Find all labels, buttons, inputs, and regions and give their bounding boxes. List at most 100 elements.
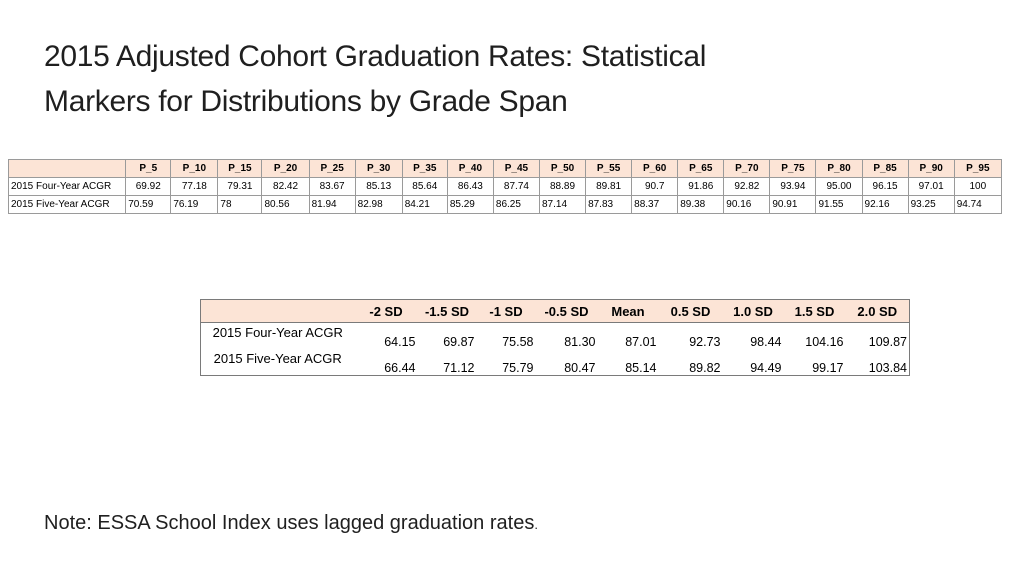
percentile-cell: 90.91 (769, 195, 817, 214)
sd-cell: 69.87 (443, 335, 475, 349)
percentile-header-cell: P_25 (308, 159, 356, 178)
sd-cell: 71.12 (417, 349, 477, 376)
percentile-header-cell: P_35 (401, 159, 448, 178)
slide-title: 2015 Adjusted Cohort Graduation Rates: S… (44, 34, 944, 124)
percentile-cell: 95.00 (815, 177, 863, 196)
percentile-header-cell: P_40 (446, 159, 494, 178)
percentile-cell: 87.14 (538, 195, 587, 214)
percentile-cell: 69.92 (125, 177, 172, 196)
percentile-header-cell: P_60 (631, 159, 679, 178)
percentile-header-cell: P_10 (170, 159, 219, 178)
percentile-cell: 85.64 (401, 177, 448, 196)
sd-table: -2 SD -1.5 SD -1 SD -0.5 SD Mean 0.5 SD … (200, 299, 910, 376)
sd-header-cell: 0.5 SD (658, 299, 723, 323)
row-label: 2015 Four-Year ACGR (7, 177, 127, 196)
percentile-cell: 90.7 (631, 177, 679, 196)
sd-cell: 81.30 (564, 335, 596, 349)
sd-header-row: -2 SD -1.5 SD -1 SD -0.5 SD Mean 0.5 SD … (200, 299, 910, 323)
percentile-header-cell: P_80 (815, 159, 863, 178)
sd-header-cell: 2.0 SD (845, 299, 910, 323)
percentile-cell: 82.98 (354, 195, 403, 214)
sd-header-cell: Mean (597, 299, 659, 323)
percentile-header-cell: P_45 (492, 159, 540, 178)
percentile-cell: 91.55 (815, 195, 863, 214)
percentile-row-five-year: 2015 Five-Year ACGR 70.59 76.19 78 80.56… (7, 195, 1003, 214)
percentile-cell: 88.89 (538, 177, 587, 196)
percentile-cell: 83.67 (308, 177, 356, 196)
percentile-cell: 82.42 (261, 177, 310, 196)
sd-cell: 75.58 (502, 335, 534, 349)
percentile-cell: 86.43 (446, 177, 494, 196)
percentile-cell: 89.38 (677, 195, 725, 214)
title-line-2: Markers for Distributions by Grade Span (44, 85, 568, 118)
percentile-header-cell: P_15 (217, 159, 263, 178)
sd-cell: 98.44 (750, 335, 782, 349)
sd-header-cell: 1.0 SD (722, 299, 784, 323)
percentile-cell: 88.37 (631, 195, 679, 214)
percentile-cell: 79.31 (217, 177, 263, 196)
percentile-header-cell: P_85 (861, 159, 909, 178)
percentile-cell: 92.82 (723, 177, 771, 196)
percentile-cell: 85.29 (446, 195, 494, 214)
percentile-cell: 96.15 (861, 177, 909, 196)
percentile-cell: 84.21 (401, 195, 448, 214)
sd-header-cell: -1 SD (476, 299, 536, 323)
footnote-period: . (534, 517, 538, 532)
footnote: Note: ESSA School Index uses lagged grad… (44, 512, 538, 535)
sd-header-cell: -2 SD (354, 299, 418, 323)
percentile-header-cell: P_75 (769, 159, 817, 178)
sd-cell: 75.79 (476, 349, 536, 376)
sd-cell: 92.73 (689, 335, 721, 349)
sd-row-four-year: 2015 Four-Year ACGR 64.15 69.87 75.58 81… (200, 322, 910, 349)
sd-corner-cell (200, 299, 355, 323)
percentile-cell: 97.01 (907, 177, 955, 196)
sd-row-five-year: 2015 Five-Year ACGR 66.44 71.12 75.79 80… (200, 349, 910, 376)
sd-cell: 89.82 (658, 349, 723, 376)
percentile-header-cell: P_65 (677, 159, 725, 178)
percentile-cell: 86.25 (492, 195, 540, 214)
percentile-cell: 93.25 (907, 195, 955, 214)
sd-cell: 80.47 (535, 349, 598, 376)
percentile-cell: 77.18 (170, 177, 219, 196)
percentile-cell: 90.16 (723, 195, 771, 214)
percentile-cell: 94.74 (953, 195, 1003, 214)
sd-cell: 66.44 (354, 349, 418, 376)
percentile-header-cell: P_5 (125, 159, 172, 178)
percentile-cell: 70.59 (125, 195, 172, 214)
percentile-header-cell: P_20 (261, 159, 310, 178)
sd-cell: 64.15 (384, 335, 416, 349)
percentile-header-cell: P_30 (354, 159, 403, 178)
sd-cell: 85.14 (597, 349, 659, 376)
sd-cell: 103.84 (845, 349, 910, 376)
percentile-cell: 76.19 (170, 195, 219, 214)
percentile-cell: 81.94 (308, 195, 356, 214)
percentile-cell: 91.86 (677, 177, 725, 196)
percentile-cell: 89.81 (585, 177, 633, 196)
row-label: 2015 Five-Year ACGR (7, 195, 127, 214)
percentile-header-cell: P_70 (723, 159, 771, 178)
sd-header-cell: -1.5 SD (417, 299, 477, 323)
percentile-cell: 92.16 (861, 195, 909, 214)
sd-cell: 109.87 (845, 322, 910, 349)
percentile-cell: 80.56 (261, 195, 310, 214)
percentile-corner-cell (7, 159, 127, 178)
sd-cell: 104.16 (805, 335, 844, 349)
percentile-header-row: P_5 P_10 P_15 P_20 P_25 P_30 P_35 P_40 P… (7, 159, 1003, 178)
sd-cell: 99.17 (783, 349, 846, 376)
row-label: 2015 Four-Year ACGR (200, 322, 355, 349)
percentile-table: P_5 P_10 P_15 P_20 P_25 P_30 P_35 P_40 P… (7, 159, 1003, 214)
sd-header-cell: -0.5 SD (535, 299, 598, 323)
percentile-header-cell: P_95 (953, 159, 1003, 178)
title-line-1: 2015 Adjusted Cohort Graduation Rates: S… (44, 40, 707, 73)
percentile-header-cell: P_50 (538, 159, 587, 178)
percentile-cell: 93.94 (769, 177, 817, 196)
percentile-cell: 78 (217, 195, 263, 214)
percentile-header-cell: P_90 (907, 159, 955, 178)
percentile-header-cell: P_55 (585, 159, 633, 178)
percentile-cell: 85.13 (354, 177, 403, 196)
row-label: 2015 Five-Year ACGR (200, 349, 355, 376)
sd-header-cell: 1.5 SD (783, 299, 846, 323)
footnote-text: Note: ESSA School Index uses lagged grad… (44, 512, 535, 534)
sd-cell: 87.01 (625, 335, 657, 349)
percentile-cell: 100 (953, 177, 1003, 196)
